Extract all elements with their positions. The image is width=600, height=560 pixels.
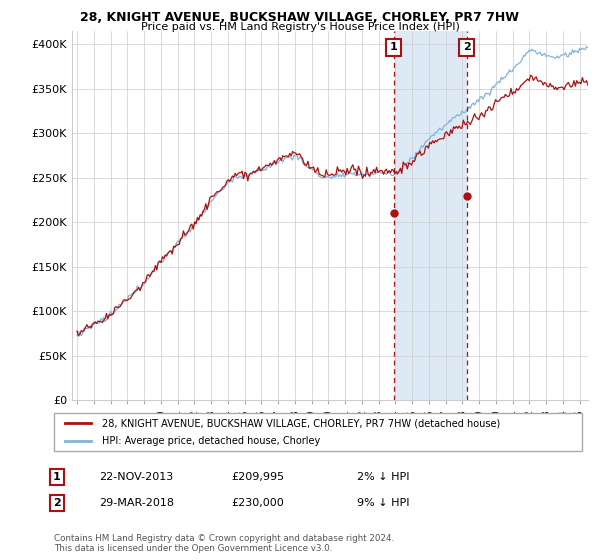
Text: HPI: Average price, detached house, Chorley: HPI: Average price, detached house, Chor… (101, 436, 320, 446)
Text: 2: 2 (53, 498, 61, 508)
Text: 2% ↓ HPI: 2% ↓ HPI (357, 472, 409, 482)
Text: 28, KNIGHT AVENUE, BUCKSHAW VILLAGE, CHORLEY, PR7 7HW: 28, KNIGHT AVENUE, BUCKSHAW VILLAGE, CHO… (80, 11, 520, 24)
Text: 9% ↓ HPI: 9% ↓ HPI (357, 498, 409, 508)
Text: Contains HM Land Registry data © Crown copyright and database right 2024.
This d: Contains HM Land Registry data © Crown c… (54, 534, 394, 553)
Text: 22-NOV-2013: 22-NOV-2013 (99, 472, 173, 482)
Text: 29-MAR-2018: 29-MAR-2018 (99, 498, 174, 508)
Text: Price paid vs. HM Land Registry's House Price Index (HPI): Price paid vs. HM Land Registry's House … (140, 22, 460, 32)
FancyBboxPatch shape (54, 413, 582, 451)
Text: 2: 2 (463, 43, 470, 53)
Text: £209,995: £209,995 (231, 472, 284, 482)
Text: 28, KNIGHT AVENUE, BUCKSHAW VILLAGE, CHORLEY, PR7 7HW (detached house): 28, KNIGHT AVENUE, BUCKSHAW VILLAGE, CHO… (101, 418, 500, 428)
Text: 1: 1 (390, 43, 398, 53)
Text: 1: 1 (53, 472, 61, 482)
Text: £230,000: £230,000 (231, 498, 284, 508)
